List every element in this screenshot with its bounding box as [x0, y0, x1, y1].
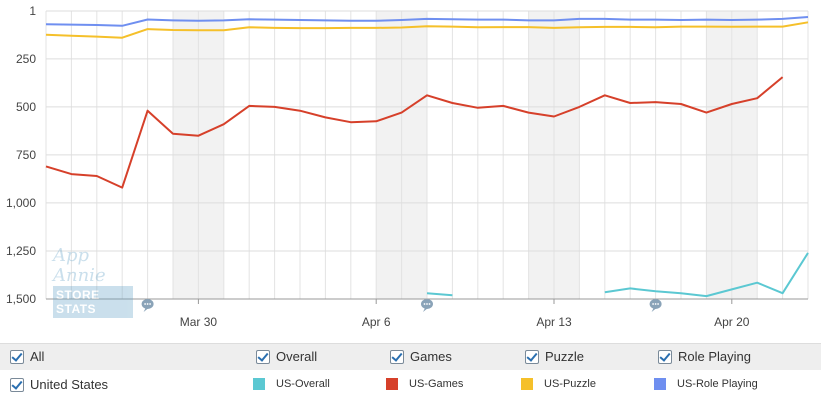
bubble-dot [144, 303, 146, 305]
y-tick-label: 500 [16, 100, 36, 114]
legend-label: US-Games [409, 378, 464, 390]
checkbox-label: All [30, 349, 45, 364]
legend-swatch [386, 378, 398, 390]
legend-label: US-Puzzle [544, 378, 596, 390]
y-tick-label: 1,500 [6, 292, 36, 306]
legend-us-games[interactable]: US-Games [386, 378, 463, 390]
checkbox-label: Overall [276, 349, 318, 364]
y-tick-label: 1,250 [6, 244, 36, 258]
bubble-tail [143, 308, 149, 312]
legend-label: US-Role Playing [677, 378, 758, 390]
ranking-chart: 1 250 500 750 1,000 1,250 1,500 Mar 30 Apr 6 Apr… [6, 4, 809, 329]
y-tick-label: 750 [16, 148, 36, 162]
bubble-tail [651, 308, 657, 312]
x-tick-label: Apr 13 [536, 315, 572, 329]
annotation-markers[interactable] [141, 299, 662, 312]
y-tick-label: 1,000 [6, 196, 36, 210]
checkbox-all[interactable]: All [10, 349, 44, 364]
bubble-dot [149, 303, 151, 305]
checkbox-icon[interactable] [256, 349, 270, 364]
annotation-bubble-icon[interactable] [141, 299, 154, 312]
legend-swatch [521, 378, 533, 390]
bubble-dot [657, 303, 659, 305]
legend-us-role-playing[interactable]: US-Role Playing [654, 378, 758, 390]
checkbox-puzzle[interactable]: Puzzle [525, 349, 584, 364]
bubble-dot [428, 303, 431, 305]
gridlines [45, 10, 809, 300]
legend-label: US-Overall [276, 378, 330, 390]
legend-us-overall[interactable]: US-Overall [253, 378, 330, 390]
series-line-us-overall [426, 252, 809, 298]
annotation-bubble-icon[interactable] [421, 299, 433, 312]
checkbox-icon[interactable] [10, 377, 24, 392]
watermark-title: App Annie [53, 245, 106, 286]
checkbox-icon[interactable] [525, 349, 539, 364]
series-line-us-games [45, 76, 784, 189]
watermark-subtitle: STORE STATS [53, 286, 133, 318]
x-axis: Mar 30 Apr 6 Apr 13 Apr 20 [180, 299, 750, 329]
bubble-dot [426, 303, 428, 305]
bubble-dot [654, 303, 657, 305]
y-axis: 1 250 500 750 1,000 1,250 1,500 [6, 4, 36, 306]
bubble-dot [146, 303, 149, 305]
legend-swatch [654, 378, 666, 390]
x-tick-label: Mar 30 [180, 315, 218, 329]
checkbox-icon[interactable] [658, 349, 672, 364]
bubble-dot [423, 303, 426, 305]
annotation-bubble-icon[interactable] [649, 299, 662, 312]
series-line-us-role-playing [45, 16, 809, 27]
checkbox-label: Puzzle [545, 349, 585, 364]
x-tick-label: Apr 20 [714, 315, 750, 329]
series-line-us-puzzle [45, 21, 809, 39]
checkbox-overall[interactable]: Overall [256, 349, 317, 364]
x-tick-label: Apr 6 [362, 315, 391, 329]
y-tick-label: 1 [29, 4, 36, 18]
legend-swatch [253, 378, 265, 390]
checkbox-icon[interactable] [390, 349, 404, 364]
legend-us-puzzle[interactable]: US-Puzzle [521, 378, 596, 390]
bubble-tail [423, 308, 428, 312]
category-filter-row: All Overall Games Puzzle Role Playing [0, 343, 821, 370]
y-tick-label: 250 [16, 52, 36, 66]
watermark-logo: App Annie STORE STATS [53, 245, 133, 318]
checkbox-icon[interactable] [10, 349, 24, 364]
checkbox-role-playing[interactable]: Role Playing [658, 349, 751, 364]
series-lines [45, 16, 809, 298]
checkbox-games[interactable]: Games [390, 349, 452, 364]
checkbox-label: Games [410, 349, 452, 364]
checkbox-united-states[interactable]: United States [10, 377, 108, 392]
country-label: United States [30, 377, 109, 392]
legend-row: United States US-Overall US-Games US-Puz… [0, 370, 821, 398]
bubble-dot [652, 303, 654, 305]
checkbox-label: Role Playing [678, 349, 751, 364]
chart-controls: All Overall Games Puzzle Role Playing Un… [0, 343, 821, 398]
